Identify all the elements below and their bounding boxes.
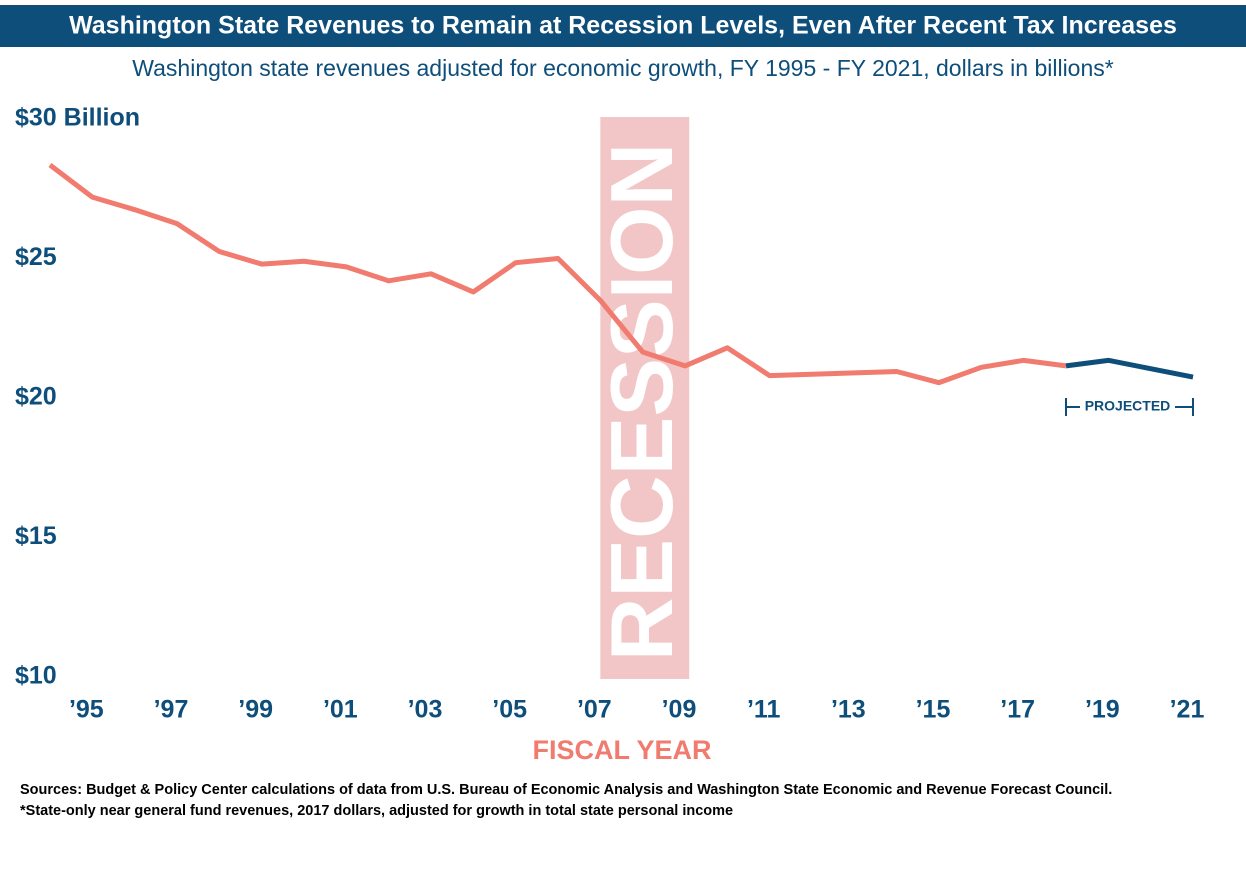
x-tick-label: ’95 xyxy=(69,696,104,724)
x-tick-label: ’11 xyxy=(747,696,780,724)
x-tick-label: ’09 xyxy=(662,696,697,724)
chart-title: Washington State Revenues to Remain at R… xyxy=(69,12,1177,40)
projected-label: PROJECTED xyxy=(1085,398,1171,414)
sources: Sources: Budget & Policy Center calculat… xyxy=(20,782,1112,798)
x-tick-label: ’15 xyxy=(916,696,951,724)
line-series xyxy=(1065,357,1194,380)
recession-band xyxy=(600,117,690,679)
note: *State-only near general fund revenues, … xyxy=(20,803,733,819)
y-tick-label: $20 xyxy=(15,383,57,411)
x-tick-label: ’17 xyxy=(1000,696,1035,724)
x-tick-label: ’03 xyxy=(408,696,443,724)
y-tick-label: $25 xyxy=(15,243,57,271)
x-tick-label: ’21 xyxy=(1170,696,1205,724)
x-tick-label: ’97 xyxy=(154,696,189,724)
recession-label: RECESSION xyxy=(592,143,691,661)
x-axis-label: FISCAL YEAR xyxy=(532,735,711,765)
line-series xyxy=(48,163,1067,386)
x-tick-label: ’07 xyxy=(577,696,612,724)
x-tick-label: ’05 xyxy=(492,696,527,724)
title-bar xyxy=(0,5,1246,47)
x-tick-label: ’01 xyxy=(323,696,358,724)
chart-subtitle: Washington state revenues adjusted for e… xyxy=(132,55,1114,81)
x-tick-label: ’19 xyxy=(1085,696,1120,724)
y-tick-label: $30 Billion xyxy=(15,104,140,132)
y-tick-label: $15 xyxy=(15,522,57,550)
y-tick-label: $10 xyxy=(15,662,57,690)
x-tick-label: ’13 xyxy=(831,696,866,724)
x-tick-label: ’99 xyxy=(238,696,273,724)
